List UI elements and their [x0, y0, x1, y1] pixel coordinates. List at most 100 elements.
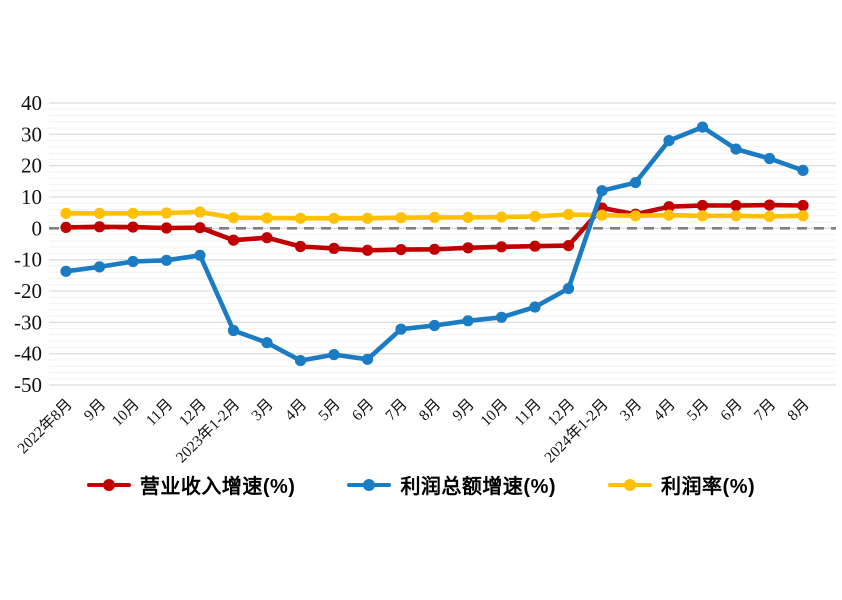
- data-point-profit-margin: [294, 212, 307, 224]
- data-point-profit-growth: [227, 324, 240, 337]
- data-point-revenue-growth: [93, 221, 106, 233]
- x-tick-label: 11月: [143, 396, 177, 430]
- data-point-revenue-growth: [562, 240, 575, 252]
- legend-dot-icon: [102, 478, 115, 491]
- data-point-profit-growth: [629, 177, 642, 189]
- data-point-profit-growth: [194, 249, 206, 261]
- data-point-profit-growth: [462, 315, 474, 327]
- data-point-revenue-growth: [194, 222, 206, 234]
- data-point-revenue-growth: [361, 244, 374, 256]
- data-point-revenue-growth: [797, 199, 809, 212]
- data-point-profit-margin: [261, 212, 273, 224]
- data-point-profit-growth: [361, 353, 374, 365]
- data-point-revenue-growth: [261, 232, 273, 244]
- legend-item-profit-margin: 利润率(%): [608, 470, 755, 499]
- data-point-revenue-growth: [428, 243, 441, 255]
- data-point-revenue-growth: [696, 199, 709, 212]
- data-point-profit-growth: [60, 265, 72, 277]
- data-point-profit-growth: [529, 301, 541, 313]
- data-point-profit-margin: [763, 210, 776, 222]
- data-point-profit-margin: [194, 206, 206, 218]
- x-tick-label: 9月: [449, 396, 477, 424]
- data-point-profit-growth: [763, 152, 776, 165]
- data-point-profit-margin: [529, 210, 541, 222]
- legend-marker-revenue-growth: [86, 478, 131, 491]
- y-tick-label: 30: [21, 122, 42, 146]
- legend-label-profit-margin: 利润率(%): [661, 476, 756, 498]
- chart-legend: 营业收入增速(%) 利润总额增速(%) 利润率(%): [0, 470, 842, 499]
- data-point-revenue-growth: [395, 244, 407, 256]
- data-point-revenue-growth: [730, 199, 742, 212]
- data-point-profit-margin: [495, 211, 508, 223]
- data-point-profit-margin: [462, 211, 474, 223]
- x-tick-label: 6月: [717, 396, 745, 424]
- data-point-profit-growth: [663, 135, 675, 147]
- data-point-profit-growth: [160, 254, 173, 266]
- data-point-profit-growth: [495, 311, 508, 323]
- x-tick-label: 3月: [248, 396, 276, 424]
- data-point-profit-growth: [294, 355, 307, 367]
- y-tick-label: -10: [14, 248, 42, 272]
- data-point-profit-margin: [428, 211, 441, 223]
- y-tick-label: -20: [14, 279, 42, 303]
- data-point-revenue-growth: [663, 201, 675, 213]
- data-point-revenue-growth: [60, 221, 72, 233]
- data-point-profit-margin: [596, 209, 608, 221]
- x-tick-label: 9月: [81, 396, 109, 424]
- legend-dot-icon: [363, 478, 376, 491]
- data-point-profit-margin: [629, 210, 642, 222]
- y-tick-label: -50: [14, 373, 42, 397]
- data-point-profit-margin: [730, 210, 742, 222]
- data-point-profit-margin: [227, 212, 240, 224]
- data-point-profit-margin: [160, 207, 173, 219]
- legend-label-revenue-growth: 营业收入增速(%): [139, 476, 296, 498]
- data-point-profit-margin: [328, 212, 340, 224]
- data-point-profit-growth: [797, 164, 809, 176]
- data-point-profit-growth: [395, 323, 407, 335]
- data-point-profit-margin: [797, 210, 809, 222]
- data-point-revenue-growth: [529, 240, 541, 252]
- x-tick-label: 10月: [109, 396, 143, 430]
- data-point-profit-growth: [93, 261, 106, 273]
- legend-marker-profit-growth: [347, 478, 392, 491]
- data-point-profit-margin: [127, 207, 139, 219]
- y-tick-label: 40: [21, 91, 42, 115]
- data-point-profit-margin: [361, 212, 374, 224]
- y-tick-label: 0: [32, 216, 43, 240]
- data-point-profit-margin: [562, 208, 575, 221]
- data-point-profit-growth: [261, 337, 273, 349]
- x-tick-label: 6月: [349, 396, 377, 424]
- data-point-profit-margin: [60, 207, 72, 219]
- x-tick-label: 5月: [684, 396, 712, 424]
- x-tick-label: 4月: [650, 396, 678, 424]
- legend-dot-icon: [624, 478, 637, 491]
- legend-item-profit-growth: 利润总额增速(%): [347, 470, 556, 499]
- data-point-profit-growth: [328, 349, 340, 361]
- data-point-profit-margin: [696, 210, 709, 222]
- x-tick-label: 5月: [315, 396, 343, 424]
- data-point-profit-growth: [428, 319, 441, 332]
- x-tick-label: 7月: [751, 396, 779, 424]
- y-tick-label: -30: [14, 310, 42, 334]
- legend-marker-profit-margin: [608, 478, 653, 491]
- data-point-revenue-growth: [328, 242, 340, 254]
- data-point-profit-margin: [663, 209, 675, 221]
- legend-label-profit-growth: 利润总额增速(%): [400, 476, 557, 498]
- data-point-revenue-growth: [127, 221, 139, 233]
- data-point-profit-margin: [93, 207, 106, 219]
- x-tick-label: 7月: [382, 396, 410, 424]
- x-tick-label: 3月: [617, 396, 645, 424]
- data-point-revenue-growth: [160, 222, 173, 234]
- x-tick-label: 4月: [282, 396, 310, 424]
- data-point-profit-growth: [562, 282, 575, 295]
- x-tick-label: 2022年8月: [14, 395, 76, 457]
- data-point-profit-growth: [696, 121, 709, 133]
- data-point-revenue-growth: [294, 240, 307, 253]
- data-point-profit-margin: [395, 212, 407, 224]
- x-tick-label: 8月: [416, 396, 444, 424]
- data-point-revenue-growth: [227, 234, 240, 246]
- x-tick-label: 11月: [511, 396, 545, 430]
- x-tick-label: 10月: [477, 396, 511, 430]
